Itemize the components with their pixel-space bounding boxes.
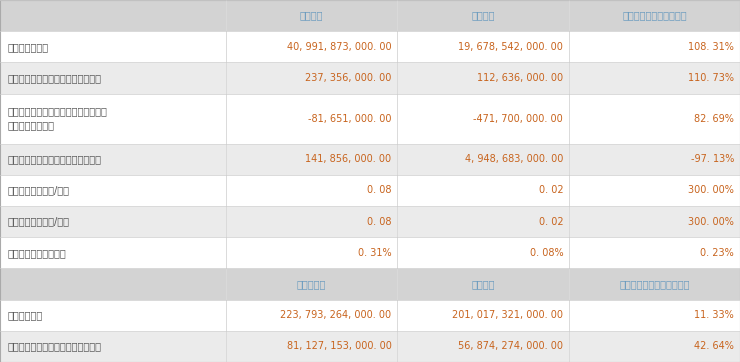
Bar bbox=[397, 300, 569, 331]
Bar bbox=[569, 175, 740, 206]
Bar bbox=[226, 237, 397, 268]
Text: 223, 793, 264, 000. 00: 223, 793, 264, 000. 00 bbox=[280, 310, 391, 320]
Text: -81, 651, 000. 00: -81, 651, 000. 00 bbox=[308, 114, 391, 123]
Text: -97. 13%: -97. 13% bbox=[690, 154, 734, 164]
Bar bbox=[0, 62, 226, 94]
Bar bbox=[569, 144, 740, 175]
Text: 本报告期比上年同期增减: 本报告期比上年同期增减 bbox=[622, 10, 687, 21]
Bar bbox=[569, 331, 740, 362]
Bar bbox=[397, 0, 569, 31]
Text: 237, 356, 000. 00: 237, 356, 000. 00 bbox=[305, 73, 391, 83]
Text: 加权平均净资产收益率: 加权平均净资产收益率 bbox=[7, 248, 66, 258]
Bar bbox=[397, 175, 569, 206]
Text: 归属于上市公司股东的净利润（元）: 归属于上市公司股东的净利润（元） bbox=[7, 73, 101, 83]
Bar bbox=[226, 300, 397, 331]
Bar bbox=[226, 31, 397, 62]
Text: 108. 31%: 108. 31% bbox=[688, 42, 734, 52]
Bar bbox=[0, 300, 226, 331]
Text: 82. 69%: 82. 69% bbox=[694, 114, 734, 123]
Text: 300. 00%: 300. 00% bbox=[688, 216, 734, 227]
Bar bbox=[0, 268, 226, 300]
Bar bbox=[226, 206, 397, 237]
Text: 201, 017, 321, 000. 00: 201, 017, 321, 000. 00 bbox=[452, 310, 563, 320]
Bar bbox=[397, 31, 569, 62]
Bar bbox=[397, 237, 569, 268]
Text: 19, 678, 542, 000. 00: 19, 678, 542, 000. 00 bbox=[458, 42, 563, 52]
Bar bbox=[0, 206, 226, 237]
Text: 归属于上市公司股东的净资产（元）: 归属于上市公司股东的净资产（元） bbox=[7, 341, 101, 352]
Text: 0. 02: 0. 02 bbox=[539, 216, 563, 227]
Bar bbox=[0, 237, 226, 268]
Bar bbox=[226, 331, 397, 362]
Bar bbox=[397, 331, 569, 362]
Text: 总资产（元）: 总资产（元） bbox=[7, 310, 43, 320]
Text: 4, 948, 683, 000. 00: 4, 948, 683, 000. 00 bbox=[465, 154, 563, 164]
Text: 上年度末: 上年度末 bbox=[471, 279, 495, 289]
Text: 42. 64%: 42. 64% bbox=[694, 341, 734, 352]
Bar bbox=[0, 175, 226, 206]
Text: 112, 636, 000. 00: 112, 636, 000. 00 bbox=[477, 73, 563, 83]
Text: 0. 02: 0. 02 bbox=[539, 185, 563, 195]
Bar bbox=[569, 237, 740, 268]
Text: 11. 33%: 11. 33% bbox=[694, 310, 734, 320]
Text: 0. 31%: 0. 31% bbox=[358, 248, 391, 258]
Text: 300. 00%: 300. 00% bbox=[688, 185, 734, 195]
Bar bbox=[226, 144, 397, 175]
Bar bbox=[226, 175, 397, 206]
Bar bbox=[397, 268, 569, 300]
Bar bbox=[0, 0, 226, 31]
Text: 营业收入（元）: 营业收入（元） bbox=[7, 42, 49, 52]
Bar bbox=[0, 144, 226, 175]
Text: 上年同期: 上年同期 bbox=[471, 10, 495, 21]
Text: 本报告期末比上年度末增减: 本报告期末比上年度末增减 bbox=[619, 279, 690, 289]
Bar bbox=[397, 94, 569, 144]
Text: 经营活动产生的现金流量净额（元）: 经营活动产生的现金流量净额（元） bbox=[7, 154, 101, 164]
Bar bbox=[569, 206, 740, 237]
Bar bbox=[569, 0, 740, 31]
Text: 0. 08: 0. 08 bbox=[367, 185, 391, 195]
Text: 110. 73%: 110. 73% bbox=[688, 73, 734, 83]
Text: 0. 08: 0. 08 bbox=[367, 216, 391, 227]
Bar bbox=[569, 62, 740, 94]
Bar bbox=[397, 62, 569, 94]
Text: 40, 991, 873, 000. 00: 40, 991, 873, 000. 00 bbox=[287, 42, 391, 52]
Bar bbox=[226, 62, 397, 94]
Bar bbox=[226, 268, 397, 300]
Text: 归属于上市公司股东的扣除非经常性损
益的净利润（元）: 归属于上市公司股东的扣除非经常性损 益的净利润（元） bbox=[7, 106, 107, 131]
Text: 0. 08%: 0. 08% bbox=[530, 248, 563, 258]
Bar bbox=[226, 94, 397, 144]
Bar bbox=[0, 331, 226, 362]
Text: 稀释每股收益（元/股）: 稀释每股收益（元/股） bbox=[7, 216, 70, 227]
Bar bbox=[397, 206, 569, 237]
Bar bbox=[226, 0, 397, 31]
Bar bbox=[569, 31, 740, 62]
Text: 本报告期: 本报告期 bbox=[300, 10, 323, 21]
Text: 56, 874, 274, 000. 00: 56, 874, 274, 000. 00 bbox=[458, 341, 563, 352]
Text: 141, 856, 000. 00: 141, 856, 000. 00 bbox=[306, 154, 391, 164]
Bar bbox=[569, 300, 740, 331]
Text: -471, 700, 000. 00: -471, 700, 000. 00 bbox=[474, 114, 563, 123]
Bar bbox=[397, 144, 569, 175]
Text: 基本每股收益（元/股）: 基本每股收益（元/股） bbox=[7, 185, 70, 195]
Bar bbox=[569, 268, 740, 300]
Bar bbox=[0, 31, 226, 62]
Bar bbox=[0, 94, 226, 144]
Text: 0. 23%: 0. 23% bbox=[700, 248, 734, 258]
Text: 81, 127, 153, 000. 00: 81, 127, 153, 000. 00 bbox=[286, 341, 391, 352]
Bar bbox=[569, 94, 740, 144]
Text: 本报告期末: 本报告期末 bbox=[297, 279, 326, 289]
